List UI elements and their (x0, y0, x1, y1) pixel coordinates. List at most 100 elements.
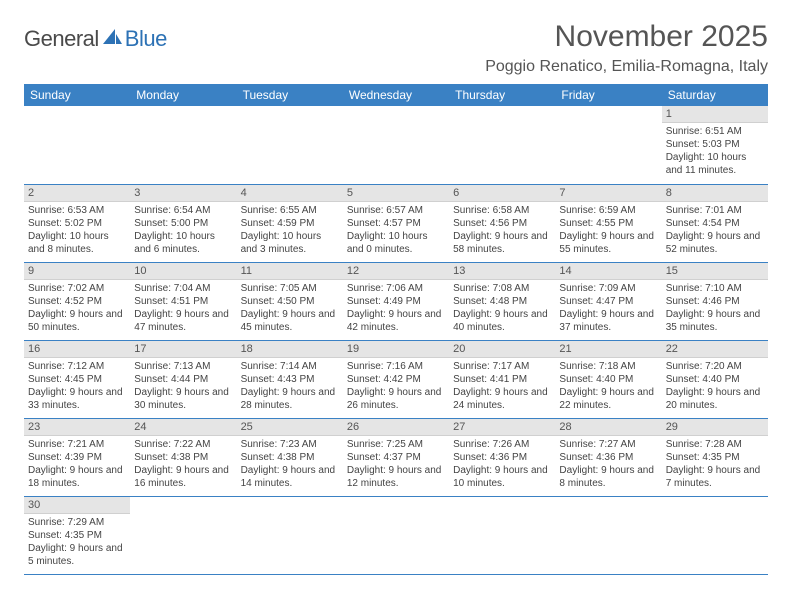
day-info: Sunrise: 6:58 AMSunset: 4:56 PMDaylight:… (449, 202, 555, 260)
sunset-line: Sunset: 4:56 PM (453, 217, 551, 230)
sunrise-line: Sunrise: 7:14 AM (241, 360, 339, 373)
day-info: Sunrise: 7:26 AMSunset: 4:36 PMDaylight:… (449, 436, 555, 494)
sunset-line: Sunset: 4:50 PM (241, 295, 339, 308)
sunrise-line: Sunrise: 7:20 AM (666, 360, 764, 373)
daylight-line: Daylight: 9 hours and 12 minutes. (347, 464, 445, 490)
daylight-line: Daylight: 9 hours and 26 minutes. (347, 386, 445, 412)
month-title: November 2025 (485, 20, 768, 54)
day-cell: 4Sunrise: 6:55 AMSunset: 4:59 PMDaylight… (237, 184, 343, 262)
day-cell: 21Sunrise: 7:18 AMSunset: 4:40 PMDayligh… (555, 340, 661, 418)
empty-cell (130, 496, 236, 574)
day-info: Sunrise: 7:28 AMSunset: 4:35 PMDaylight:… (662, 436, 768, 494)
day-cell: 6Sunrise: 6:58 AMSunset: 4:56 PMDaylight… (449, 184, 555, 262)
day-cell: 5Sunrise: 6:57 AMSunset: 4:57 PMDaylight… (343, 184, 449, 262)
day-cell: 11Sunrise: 7:05 AMSunset: 4:50 PMDayligh… (237, 262, 343, 340)
sunset-line: Sunset: 4:38 PM (134, 451, 232, 464)
day-info: Sunrise: 7:10 AMSunset: 4:46 PMDaylight:… (662, 280, 768, 338)
day-cell: 22Sunrise: 7:20 AMSunset: 4:40 PMDayligh… (662, 340, 768, 418)
day-info: Sunrise: 7:08 AMSunset: 4:48 PMDaylight:… (449, 280, 555, 338)
day-number: 14 (555, 263, 661, 280)
sunset-line: Sunset: 4:45 PM (28, 373, 126, 386)
sunset-line: Sunset: 4:51 PM (134, 295, 232, 308)
logo: General Blue (24, 26, 167, 52)
day-cell: 15Sunrise: 7:10 AMSunset: 4:46 PMDayligh… (662, 262, 768, 340)
sunrise-line: Sunrise: 7:13 AM (134, 360, 232, 373)
day-info: Sunrise: 7:22 AMSunset: 4:38 PMDaylight:… (130, 436, 236, 494)
day-cell: 9Sunrise: 7:02 AMSunset: 4:52 PMDaylight… (24, 262, 130, 340)
sunrise-line: Sunrise: 7:06 AM (347, 282, 445, 295)
sunset-line: Sunset: 4:35 PM (28, 529, 126, 542)
sunrise-line: Sunrise: 7:12 AM (28, 360, 126, 373)
day-info: Sunrise: 6:53 AMSunset: 5:02 PMDaylight:… (24, 202, 130, 260)
day-number: 28 (555, 419, 661, 436)
day-number: 9 (24, 263, 130, 280)
sunset-line: Sunset: 4:47 PM (559, 295, 657, 308)
title-block: November 2025 Poggio Renatico, Emilia-Ro… (485, 20, 768, 76)
daylight-line: Daylight: 9 hours and 55 minutes. (559, 230, 657, 256)
sunrise-line: Sunrise: 6:58 AM (453, 204, 551, 217)
daylight-line: Daylight: 9 hours and 18 minutes. (28, 464, 126, 490)
daylight-line: Daylight: 10 hours and 0 minutes. (347, 230, 445, 256)
empty-cell (237, 106, 343, 184)
empty-cell (555, 106, 661, 184)
sunrise-line: Sunrise: 7:27 AM (559, 438, 657, 451)
calendar-row: 16Sunrise: 7:12 AMSunset: 4:45 PMDayligh… (24, 340, 768, 418)
sunrise-line: Sunrise: 7:18 AM (559, 360, 657, 373)
day-info: Sunrise: 6:51 AMSunset: 5:03 PMDaylight:… (662, 123, 768, 181)
sunrise-line: Sunrise: 7:21 AM (28, 438, 126, 451)
empty-cell (343, 106, 449, 184)
day-number: 1 (662, 106, 768, 123)
sunset-line: Sunset: 4:59 PM (241, 217, 339, 230)
day-number: 5 (343, 185, 449, 202)
sunset-line: Sunset: 4:38 PM (241, 451, 339, 464)
daylight-line: Daylight: 9 hours and 45 minutes. (241, 308, 339, 334)
daylight-line: Daylight: 9 hours and 22 minutes. (559, 386, 657, 412)
empty-cell (237, 496, 343, 574)
sunrise-line: Sunrise: 7:29 AM (28, 516, 126, 529)
day-number: 25 (237, 419, 343, 436)
day-number: 20 (449, 341, 555, 358)
day-header-sat: Saturday (662, 84, 768, 106)
daylight-line: Daylight: 9 hours and 14 minutes. (241, 464, 339, 490)
day-info: Sunrise: 7:05 AMSunset: 4:50 PMDaylight:… (237, 280, 343, 338)
day-info: Sunrise: 6:55 AMSunset: 4:59 PMDaylight:… (237, 202, 343, 260)
day-number: 6 (449, 185, 555, 202)
sunrise-line: Sunrise: 7:26 AM (453, 438, 551, 451)
sunrise-line: Sunrise: 7:17 AM (453, 360, 551, 373)
sunrise-line: Sunrise: 6:59 AM (559, 204, 657, 217)
sunrise-line: Sunrise: 6:54 AM (134, 204, 232, 217)
daylight-line: Daylight: 9 hours and 7 minutes. (666, 464, 764, 490)
day-cell: 3Sunrise: 6:54 AMSunset: 5:00 PMDaylight… (130, 184, 236, 262)
sunrise-line: Sunrise: 7:01 AM (666, 204, 764, 217)
day-number: 16 (24, 341, 130, 358)
day-number: 15 (662, 263, 768, 280)
day-cell: 17Sunrise: 7:13 AMSunset: 4:44 PMDayligh… (130, 340, 236, 418)
calendar-row: 2Sunrise: 6:53 AMSunset: 5:02 PMDaylight… (24, 184, 768, 262)
daylight-line: Daylight: 10 hours and 3 minutes. (241, 230, 339, 256)
day-number: 24 (130, 419, 236, 436)
day-info: Sunrise: 7:04 AMSunset: 4:51 PMDaylight:… (130, 280, 236, 338)
day-info: Sunrise: 7:17 AMSunset: 4:41 PMDaylight:… (449, 358, 555, 416)
sunset-line: Sunset: 4:40 PM (559, 373, 657, 386)
day-info: Sunrise: 6:57 AMSunset: 4:57 PMDaylight:… (343, 202, 449, 260)
day-header-mon: Monday (130, 84, 236, 106)
day-info: Sunrise: 7:12 AMSunset: 4:45 PMDaylight:… (24, 358, 130, 416)
sunset-line: Sunset: 4:49 PM (347, 295, 445, 308)
day-info: Sunrise: 7:27 AMSunset: 4:36 PMDaylight:… (555, 436, 661, 494)
daylight-line: Daylight: 10 hours and 11 minutes. (666, 151, 764, 177)
sunset-line: Sunset: 4:57 PM (347, 217, 445, 230)
day-info: Sunrise: 7:01 AMSunset: 4:54 PMDaylight:… (662, 202, 768, 260)
daylight-line: Daylight: 9 hours and 28 minutes. (241, 386, 339, 412)
sunset-line: Sunset: 5:03 PM (666, 138, 764, 151)
sunset-line: Sunset: 4:46 PM (666, 295, 764, 308)
day-info: Sunrise: 7:20 AMSunset: 4:40 PMDaylight:… (662, 358, 768, 416)
calendar-row: 1Sunrise: 6:51 AMSunset: 5:03 PMDaylight… (24, 106, 768, 184)
daylight-line: Daylight: 9 hours and 10 minutes. (453, 464, 551, 490)
sunset-line: Sunset: 4:43 PM (241, 373, 339, 386)
day-info: Sunrise: 7:29 AMSunset: 4:35 PMDaylight:… (24, 514, 130, 572)
day-header-thu: Thursday (449, 84, 555, 106)
empty-cell (449, 496, 555, 574)
day-number: 11 (237, 263, 343, 280)
day-cell: 25Sunrise: 7:23 AMSunset: 4:38 PMDayligh… (237, 418, 343, 496)
daylight-line: Daylight: 9 hours and 8 minutes. (559, 464, 657, 490)
